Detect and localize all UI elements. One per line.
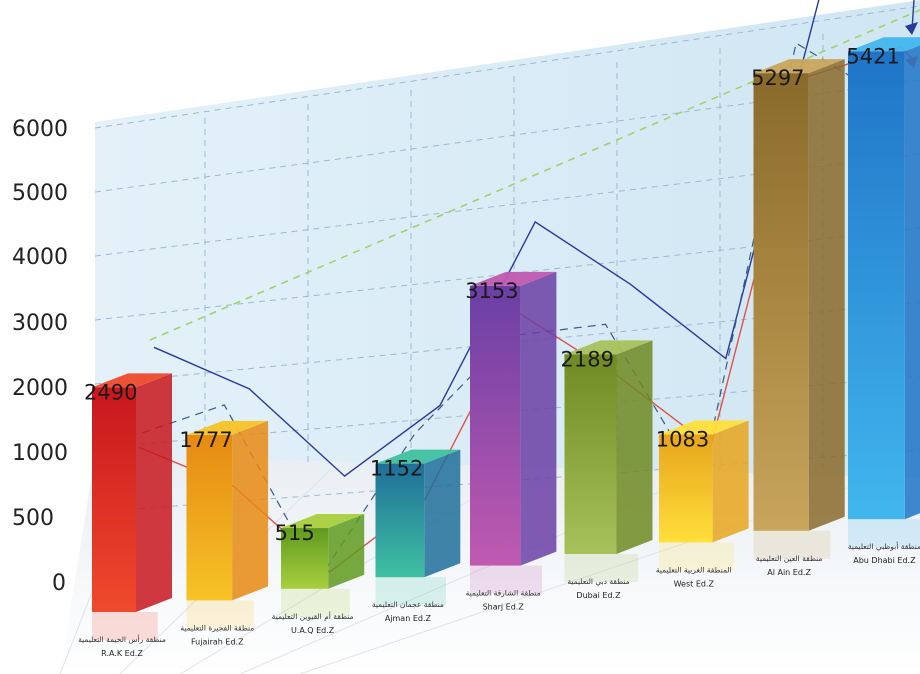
value-label: 515 <box>275 521 315 545</box>
bar <box>753 59 845 559</box>
bar-reflection <box>564 554 639 582</box>
value-label: 1777 <box>179 428 232 452</box>
bar-side <box>712 420 749 543</box>
value-label: 1083 <box>656 428 709 452</box>
category-label-en: Abu Dhabi Ed.Z <box>853 556 916 565</box>
y-tick-label: 500 <box>12 506 54 531</box>
category-label-ar: منطقة دبي التعليمية <box>567 577 629 586</box>
y-tick-label: 3000 <box>12 311 68 336</box>
bar-top <box>186 420 269 435</box>
bar-side <box>232 420 269 601</box>
category-label-en: Fujairah Ed.Z <box>191 637 244 646</box>
y-tick-label: 0 <box>52 571 66 596</box>
bar-side <box>424 449 461 578</box>
value-label: 2189 <box>561 347 614 371</box>
bar-reflection <box>470 565 542 594</box>
category-label-en: Al Ain Ed.Z <box>767 568 811 577</box>
bar-front <box>564 354 617 554</box>
value-label: 2490 <box>84 380 137 404</box>
bar <box>375 449 461 606</box>
y-tick-label: 4000 <box>12 245 68 270</box>
bar-top <box>92 373 172 388</box>
bar-side <box>136 373 172 612</box>
bar-top <box>753 59 845 74</box>
category-labels: منطقة رأس الخيمة التعليمية R.A.K Ed.Z منطق… <box>78 541 920 658</box>
bar-reflection <box>659 542 735 571</box>
bar-side <box>328 514 365 589</box>
y-axis: 6000 5000 4000 3000 2000 1000 500 0 <box>12 117 68 596</box>
value-label: 1152 <box>370 457 423 481</box>
category-label-ar: المنطقة الغربية التعليمية <box>656 565 732 574</box>
category-label-en: Ajman Ed.Z <box>385 614 432 623</box>
bar-reflection <box>753 530 831 559</box>
bar-top <box>470 271 557 286</box>
grid-line-h <box>94 5 920 129</box>
value-label: 3153 <box>465 279 518 303</box>
bar-top <box>375 449 461 464</box>
bar <box>470 271 557 594</box>
bar-top <box>281 514 365 529</box>
bar-side <box>520 271 557 566</box>
bar-front <box>753 73 809 531</box>
trend-line-blue <box>153 0 915 478</box>
arrow-icon <box>905 22 918 35</box>
bar-side <box>808 59 845 531</box>
bar <box>92 373 172 640</box>
value-label: 5421 <box>846 44 899 68</box>
bar-reflection <box>281 588 350 617</box>
category-label-ar: منطقة أم القيوين التعليمية <box>272 611 354 621</box>
category-label-ar: منطقة عجمان التعليمية <box>372 600 444 609</box>
category-label-ar: منطقة العين التعليمية <box>756 554 823 563</box>
bar-front <box>848 51 905 520</box>
trend-line-green <box>149 9 920 341</box>
y-tick-label: 1000 <box>12 441 68 466</box>
bar-front <box>186 434 233 601</box>
bar-reflection <box>375 577 446 606</box>
category-label-en: Dubai Ed.Z <box>576 591 621 600</box>
bar-front <box>92 387 136 612</box>
category-label-en: U.A.Q Ed.Z <box>291 626 335 635</box>
bar <box>659 420 749 571</box>
bar-front <box>470 285 521 566</box>
y-tick-label: 2000 <box>12 376 68 401</box>
bar <box>564 340 653 582</box>
back-panel <box>95 0 920 478</box>
bar-reflection <box>848 519 920 548</box>
category-label-ar: منطقة الشارقة التعليمية <box>466 589 541 598</box>
bar-reflection <box>92 612 158 640</box>
value-labels: 2490 1777 515 1152 3153 2189 1083 5297 5421 <box>84 44 900 545</box>
category-label-ar: منطقة رأس الخيمة التعليمية <box>78 634 166 644</box>
category-label-en: R.A.K Ed.Z <box>101 649 143 658</box>
category-label-ar: منطقة الفجيرة التعليمية <box>180 623 254 632</box>
category-label-en: West Ed.Z <box>674 579 715 588</box>
bar-front <box>375 463 425 578</box>
bar-top <box>564 340 653 355</box>
y-tick-label: 5000 <box>12 181 68 206</box>
bar-side <box>904 45 920 520</box>
category-label-ar: منطقة أبوظبي التعليمية <box>848 541 920 551</box>
bar-front <box>281 528 329 589</box>
category-label-en: Sharj Ed.Z <box>483 603 525 612</box>
bar-top <box>659 420 749 435</box>
bar <box>848 37 920 548</box>
y-tick-label: 6000 <box>12 117 68 142</box>
bars <box>92 37 920 640</box>
bar <box>281 514 365 617</box>
bar-front <box>659 434 713 543</box>
bar-top <box>848 37 920 52</box>
bar-reflection <box>186 600 254 629</box>
value-label: 5297 <box>751 66 804 90</box>
bar <box>186 420 269 629</box>
bar-side <box>616 340 653 554</box>
